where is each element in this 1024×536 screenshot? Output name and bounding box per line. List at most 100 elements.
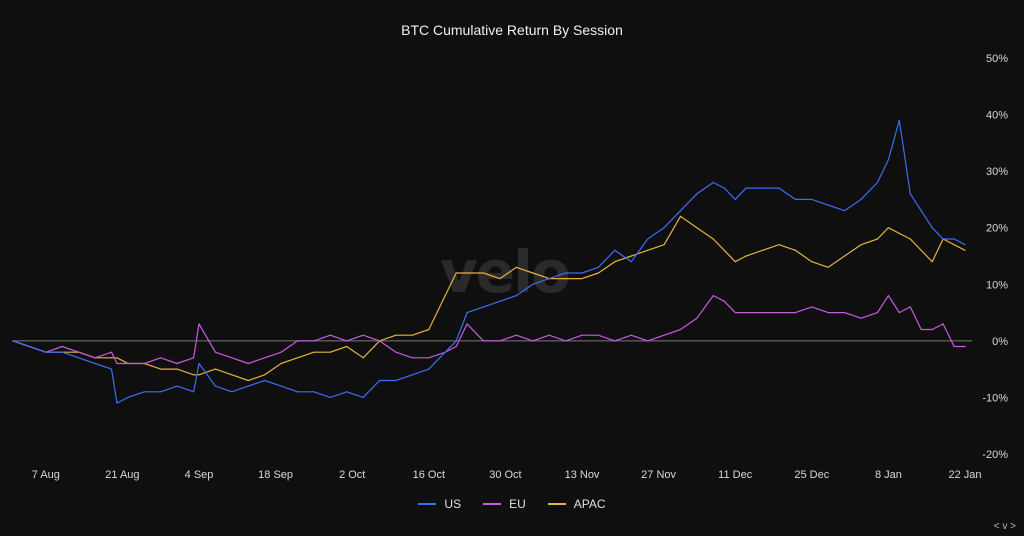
chart-nav-control[interactable]: < v > — [993, 521, 1016, 532]
legend-item-apac[interactable]: APAC — [547, 497, 606, 511]
data-point-apac — [920, 249, 922, 251]
data-point-apac — [712, 238, 714, 240]
data-point-us — [614, 249, 616, 251]
data-point-apac — [296, 357, 299, 359]
data-point-apac — [887, 227, 890, 229]
data-point-us — [794, 198, 796, 201]
y-tick-label: 0% — [992, 336, 1008, 348]
data-point-eu — [920, 328, 922, 331]
data-point-us — [28, 345, 31, 348]
data-point-eu — [116, 362, 118, 365]
data-point-apac — [116, 357, 118, 359]
data-point-eu — [482, 340, 485, 342]
data-point-apac — [280, 362, 282, 365]
data-point-us — [942, 238, 944, 240]
data-point-us — [466, 311, 468, 314]
data-point-apac — [778, 244, 780, 246]
data-point-us — [214, 385, 217, 387]
data-point-eu — [597, 334, 600, 336]
legend-label-apac: APAC — [573, 497, 606, 511]
data-point-apac — [811, 261, 813, 263]
data-point-apac — [745, 255, 747, 257]
data-point-eu — [647, 340, 649, 342]
data-point-eu — [723, 300, 725, 302]
data-point-us — [329, 396, 331, 399]
legend-label-eu: EU — [509, 497, 526, 511]
x-tick-label: 8 Jan — [875, 469, 902, 481]
data-point-us — [860, 198, 862, 201]
data-point-us — [898, 119, 900, 121]
data-point-us — [94, 362, 96, 365]
data-point-us — [887, 159, 890, 161]
data-point-us — [696, 193, 698, 195]
data-point-us — [827, 204, 829, 206]
data-point-us — [192, 391, 195, 393]
data-point-us — [346, 391, 348, 393]
data-point-eu — [734, 311, 736, 314]
data-point-eu — [231, 357, 233, 359]
data-point-us — [176, 385, 178, 387]
legend-item-us[interactable]: US — [418, 497, 461, 511]
data-point-eu — [898, 311, 900, 314]
data-point-eu — [329, 334, 331, 336]
data-point-apac — [329, 351, 331, 353]
data-point-apac — [898, 232, 900, 234]
data-point-eu — [411, 357, 414, 359]
data-point-apac — [630, 255, 632, 257]
data-point-eu — [532, 340, 534, 342]
legend-item-eu[interactable]: EU — [483, 497, 526, 511]
data-point-eu — [778, 311, 780, 314]
data-point-eu — [247, 362, 249, 365]
data-point-eu — [466, 323, 468, 325]
data-point-apac — [110, 357, 113, 359]
data-point-eu — [827, 311, 829, 314]
data-point-eu — [876, 311, 879, 314]
data-point-us — [127, 396, 129, 399]
data-point-apac — [581, 278, 583, 280]
data-point-eu — [214, 351, 217, 353]
data-point-apac — [564, 278, 567, 280]
series-line-eu — [12, 295, 965, 365]
data-point-apac — [192, 374, 195, 376]
data-point-eu — [811, 306, 813, 308]
data-point-us — [280, 385, 282, 387]
data-point-apac — [734, 261, 736, 263]
data-point-us — [515, 295, 517, 297]
data-point-apac — [231, 374, 233, 376]
data-point-apac — [827, 266, 829, 268]
velo-watermark-logo: velo — [440, 238, 571, 306]
data-point-apac — [214, 368, 217, 370]
data-point-apac — [614, 261, 616, 263]
data-point-eu — [581, 334, 583, 336]
data-point-apac — [647, 249, 649, 251]
legend-swatch-eu — [483, 503, 502, 505]
y-tick-label: 40% — [986, 110, 1008, 122]
data-point-eu — [844, 311, 846, 314]
data-point-eu — [296, 340, 299, 342]
data-point-eu — [679, 328, 682, 331]
data-point-apac — [663, 244, 665, 246]
data-point-us — [909, 193, 911, 195]
data-point-us — [564, 272, 567, 274]
data-point-us — [12, 340, 14, 342]
data-point-apac — [466, 272, 468, 274]
data-point-eu — [78, 351, 80, 353]
data-point-eu — [362, 334, 364, 336]
data-point-eu — [909, 306, 911, 308]
x-tick-label: 21 Aug — [105, 469, 139, 481]
data-point-apac — [428, 328, 430, 331]
data-point-us — [581, 272, 583, 274]
data-point-us — [499, 300, 501, 302]
data-point-apac — [931, 261, 933, 263]
data-point-eu — [127, 362, 129, 365]
data-point-apac — [794, 249, 796, 251]
chart-title: BTC Cumulative Return By Session — [401, 22, 623, 38]
data-point-apac — [953, 244, 955, 246]
data-point-apac — [696, 227, 698, 229]
data-point-apac — [160, 368, 162, 370]
data-point-us — [712, 181, 714, 184]
data-point-eu — [663, 334, 665, 336]
y-tick-label: 20% — [986, 223, 1008, 235]
x-tick-label: 7 Aug — [32, 469, 60, 481]
